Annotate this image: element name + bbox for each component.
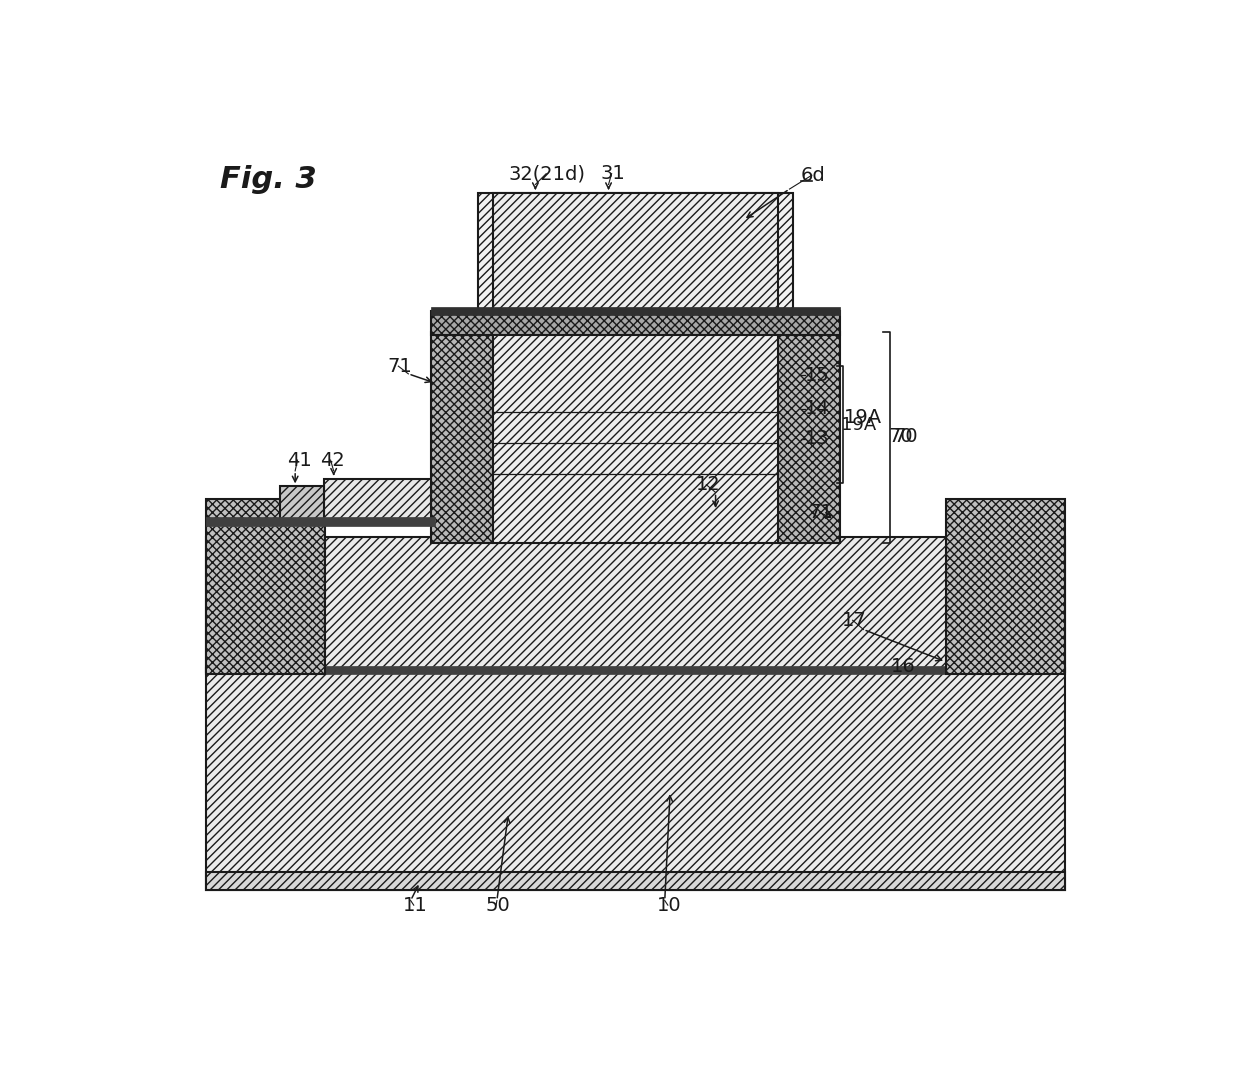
Text: 15: 15	[805, 366, 830, 385]
Bar	[946, 499, 1065, 674]
Bar	[432, 306, 839, 315]
Text: 6d: 6d	[801, 166, 826, 185]
Bar	[324, 478, 432, 521]
Text: 50: 50	[485, 895, 510, 915]
Text: 71: 71	[808, 503, 833, 522]
Bar	[432, 312, 839, 334]
Text: 12: 12	[696, 475, 720, 494]
Bar	[477, 192, 794, 312]
Text: 13: 13	[805, 429, 830, 448]
Text: 70: 70	[888, 428, 913, 446]
Text: 70: 70	[894, 428, 918, 446]
Text: Fig. 3: Fig. 3	[219, 164, 316, 194]
Text: 10: 10	[657, 895, 682, 915]
Text: 41: 41	[286, 450, 311, 470]
Bar	[494, 331, 777, 543]
Bar	[280, 486, 324, 521]
Text: 32(21d): 32(21d)	[508, 164, 585, 183]
Bar	[206, 538, 1065, 672]
Text: 71: 71	[388, 357, 413, 375]
Text: 31: 31	[601, 164, 626, 183]
Text: 19A: 19A	[843, 408, 882, 427]
Bar	[494, 192, 777, 310]
Text: 42: 42	[320, 450, 345, 470]
Bar	[206, 517, 435, 527]
Bar	[206, 666, 1065, 674]
Bar	[206, 499, 325, 674]
Bar	[206, 872, 1065, 890]
Bar	[432, 331, 494, 543]
Text: 19A: 19A	[841, 416, 877, 433]
Bar	[206, 668, 1065, 890]
Text: 14: 14	[805, 399, 830, 418]
Text: 17: 17	[842, 611, 867, 630]
Text: 11: 11	[403, 895, 428, 915]
Bar	[777, 331, 839, 543]
Text: 16: 16	[892, 657, 916, 676]
